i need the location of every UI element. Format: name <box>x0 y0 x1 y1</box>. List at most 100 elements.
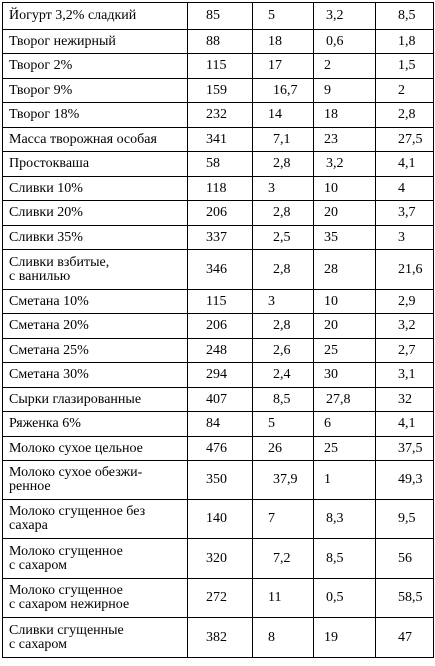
value-cell-1: 341 <box>187 127 253 152</box>
value-cell-3: 1 <box>313 460 376 500</box>
value-cell-1: 115 <box>187 53 253 79</box>
table-row: Сметана 25% 248 2,6 25 2,7 <box>2 338 434 363</box>
value-cell-3: 25 <box>313 338 376 363</box>
table-row: Сливки 20% 206 2,8 20 3,7 <box>2 200 434 226</box>
value-cell-3: 8,5 <box>313 538 376 579</box>
value-cell-2: 8,5 <box>252 387 314 412</box>
value-cell-4: 8,5 <box>375 2 434 30</box>
value-cell-2: 26 <box>252 436 314 461</box>
value-cell-2: 2,8 <box>252 200 314 226</box>
value-cell-3: 18 <box>313 102 376 128</box>
product-name-cell: Молоко сгущенное с сахаром <box>2 538 188 579</box>
value-cell-2: 2,8 <box>252 313 314 339</box>
table-row: Ряженка 6% 84 5 6 4,1 <box>2 411 434 437</box>
table-row: Творог 2% 115 17 2 1,5 <box>2 53 434 79</box>
value-cell-4: 3,2 <box>375 313 434 339</box>
value-cell-1: 118 <box>187 176 253 201</box>
value-cell-3: 30 <box>313 362 376 388</box>
value-cell-2: 17 <box>252 53 314 79</box>
value-cell-3: 3,2 <box>313 151 376 177</box>
value-cell-1: 346 <box>187 249 253 290</box>
value-cell-4: 1,5 <box>375 53 434 79</box>
value-cell-3: 28 <box>313 249 376 290</box>
value-cell-1: 159 <box>187 78 253 103</box>
value-cell-2: 2,8 <box>252 249 314 290</box>
value-cell-1: 232 <box>187 102 253 128</box>
value-cell-1: 476 <box>187 436 253 461</box>
table-row: Творог 18% 232 14 18 2,8 <box>2 102 434 128</box>
value-cell-4: 49,3 <box>375 460 434 500</box>
value-cell-1: 206 <box>187 313 253 339</box>
product-name-cell: Ряженка 6% <box>2 411 188 437</box>
value-cell-1: 350 <box>187 460 253 500</box>
value-cell-3: 23 <box>313 127 376 152</box>
value-cell-4: 4,1 <box>375 411 434 437</box>
table-row: Сливки взбитые, с ванилью 346 2,8 28 21,6 <box>2 249 434 290</box>
table-row: Сливки 10% 118 3 10 4 <box>2 176 434 201</box>
value-cell-4: 4,1 <box>375 151 434 177</box>
value-cell-2: 7,1 <box>252 127 314 152</box>
value-cell-3: 3,2 <box>313 2 376 30</box>
table-row: Сметана 30% 294 2,4 30 3,1 <box>2 362 434 388</box>
value-cell-3: 9 <box>313 78 376 103</box>
value-cell-4: 3,7 <box>375 200 434 226</box>
value-cell-3: 8,3 <box>313 499 376 539</box>
product-name-cell: Молоко сгущенное с сахаром нежирное <box>2 578 188 618</box>
product-name-cell: Творог 9% <box>2 78 188 103</box>
value-cell-4: 2,7 <box>375 338 434 363</box>
table-row: Молоко сгущенное без сахара 140 7 8,3 9,5 <box>2 499 434 539</box>
value-cell-4: 27,5 <box>375 127 434 152</box>
product-name-cell: Сливки 20% <box>2 200 188 226</box>
value-cell-2: 18 <box>252 29 314 54</box>
value-cell-2: 5 <box>252 2 314 30</box>
value-cell-1: 294 <box>187 362 253 388</box>
value-cell-2: 7,2 <box>252 538 314 579</box>
value-cell-4: 3,1 <box>375 362 434 388</box>
table-row: Простокваша 58 2,8 3,2 4,1 <box>2 151 434 177</box>
value-cell-1: 88 <box>187 29 253 54</box>
value-cell-2: 3 <box>252 289 314 314</box>
table-row: Сметана 10% 115 3 10 2,9 <box>2 289 434 314</box>
product-name-cell: Творог нежирный <box>2 29 188 54</box>
value-cell-1: 382 <box>187 617 253 658</box>
value-cell-4: 37,5 <box>375 436 434 461</box>
product-name-cell: Йогурт 3,2% сладкий <box>2 2 188 30</box>
value-cell-4: 9,5 <box>375 499 434 539</box>
value-cell-2: 16,7 <box>252 78 314 103</box>
value-cell-3: 2 <box>313 53 376 79</box>
table-row: Молоко сгущенное с сахаром 320 7,2 8,5 56 <box>2 538 434 579</box>
table-row: Йогурт 3,2% сладкий 85 5 3,2 8,5 <box>2 2 434 30</box>
value-cell-2: 8 <box>252 617 314 658</box>
value-cell-4: 56 <box>375 538 434 579</box>
product-name-cell: Сметана 10% <box>2 289 188 314</box>
table-row: Сливки 35% 337 2,5 35 3 <box>2 225 434 250</box>
value-cell-1: 337 <box>187 225 253 250</box>
product-name-cell: Молоко сухое обезжи- ренное <box>2 460 188 500</box>
product-name-cell: Сливки сгущенные с сахаром <box>2 617 188 658</box>
value-cell-2: 14 <box>252 102 314 128</box>
value-cell-2: 2,5 <box>252 225 314 250</box>
value-cell-4: 1,8 <box>375 29 434 54</box>
value-cell-4: 47 <box>375 617 434 658</box>
table-row: Масса творожная особая 341 7,1 23 27,5 <box>2 127 434 152</box>
product-name-cell: Творог 18% <box>2 102 188 128</box>
value-cell-3: 25 <box>313 436 376 461</box>
product-name-cell: Сливки взбитые, с ванилью <box>2 249 188 290</box>
table-row: Сырки глазированные 407 8,5 27,8 32 <box>2 387 434 412</box>
value-cell-1: 407 <box>187 387 253 412</box>
value-cell-1: 272 <box>187 578 253 618</box>
product-name-cell: Простокваша <box>2 151 188 177</box>
product-name-cell: Молоко сухое цельное <box>2 436 188 461</box>
value-cell-1: 115 <box>187 289 253 314</box>
value-cell-3: 35 <box>313 225 376 250</box>
table-row: Творог нежирный 88 18 0,6 1,8 <box>2 29 434 54</box>
table-row: Молоко сухое обезжи- ренное 350 37,9 1 49,3 <box>2 460 434 500</box>
value-cell-2: 7 <box>252 499 314 539</box>
table-row: Сливки сгущенные с сахаром 382 8 19 47 <box>2 617 434 658</box>
value-cell-1: 248 <box>187 338 253 363</box>
product-name-cell: Сливки 35% <box>2 225 188 250</box>
value-cell-4: 2,8 <box>375 102 434 128</box>
value-cell-3: 19 <box>313 617 376 658</box>
value-cell-3: 6 <box>313 411 376 437</box>
value-cell-1: 320 <box>187 538 253 579</box>
